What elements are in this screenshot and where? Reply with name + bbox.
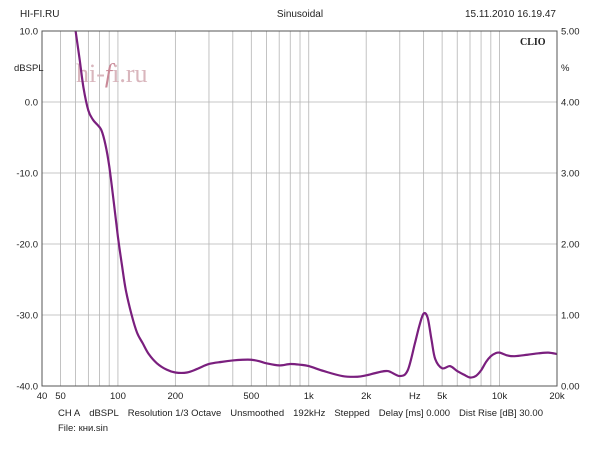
- x-tick-label: 1k: [304, 391, 314, 402]
- header-left-label: HI-FI.RU: [20, 9, 60, 20]
- series-group: [74, 30, 558, 379]
- x-tick-label: 40: [37, 391, 48, 402]
- setting-item: Dist Rise [dB] 30.00: [459, 408, 544, 419]
- y-tick-label: 0.0: [25, 98, 38, 109]
- series-line-0: [74, 30, 558, 379]
- measurement-settings: CH A dBSPL Resolution 1/3 Octave Unsmoothed…: [58, 408, 552, 419]
- x-tick-label: 200: [167, 391, 183, 402]
- y-tick-label: -20.0: [16, 240, 38, 251]
- x-tick-label: 10k: [492, 391, 508, 402]
- y-right-tick-label: 2.00: [561, 240, 580, 251]
- plot-frame: [41, 30, 558, 387]
- y-tick-label: 10.0: [20, 27, 39, 38]
- x-tick-label: 500: [243, 391, 259, 402]
- y-right-tick-label: 1.00: [561, 311, 580, 322]
- watermark-f: f: [105, 59, 116, 88]
- brand-label: CLIO: [520, 37, 546, 48]
- y-right-tick-label: 4.00: [561, 98, 580, 109]
- x-tick-labels: 40 50 100 200 500 1k 2k 5k 10k 20k: [37, 391, 565, 402]
- x-tick-label: 50: [55, 391, 66, 402]
- header-timestamp: 15.11.2010 16.19.47: [464, 9, 556, 20]
- x-tick-label: 2k: [361, 391, 371, 402]
- x-tick-label: 100: [110, 391, 126, 402]
- x-axis-unit: Hz: [409, 391, 421, 402]
- header-title: Sinusoidal: [276, 9, 324, 20]
- svg-text:hi-fi.ru: hi-fi.ru: [76, 59, 148, 88]
- setting-item: Resolution 1/3 Octave: [127, 408, 222, 419]
- x-tick-label: 20k: [549, 391, 565, 402]
- y-tick-label: -40.0: [16, 382, 38, 393]
- y-tick-label: -30.0: [16, 311, 38, 322]
- watermark-suffix: i.ru: [112, 59, 147, 88]
- setting-item: Delay [ms] 0.000: [378, 408, 451, 419]
- watermark: hi-fi.ru: [76, 59, 148, 88]
- setting-item: 192kHz: [293, 408, 326, 419]
- grid-lines: [41, 30, 558, 387]
- y-axis-label: dBSPL: [14, 63, 44, 74]
- y-right-tick-labels: 5.00 4.00 3.00 2.00 1.00 0.00: [561, 27, 580, 393]
- y-right-tick-label: 5.00: [561, 27, 580, 38]
- setting-item: Unsmoothed: [230, 408, 285, 419]
- setting-item: dBSPL: [89, 408, 119, 419]
- setting-item: CH A: [58, 408, 81, 419]
- y-right-tick-label: 3.00: [561, 169, 580, 180]
- y-right-tick-label: 0.00: [561, 382, 580, 393]
- y-right-axis-label: %: [561, 63, 570, 74]
- y-tick-label: -10.0: [16, 169, 38, 180]
- y-tick-labels: 10.0 0.0 -10.0 -20.0 -30.0 -40.0: [16, 27, 38, 393]
- x-tick-label: 5k: [437, 391, 447, 402]
- setting-item: Stepped: [334, 408, 370, 419]
- file-label: File: кни.sin: [58, 423, 109, 434]
